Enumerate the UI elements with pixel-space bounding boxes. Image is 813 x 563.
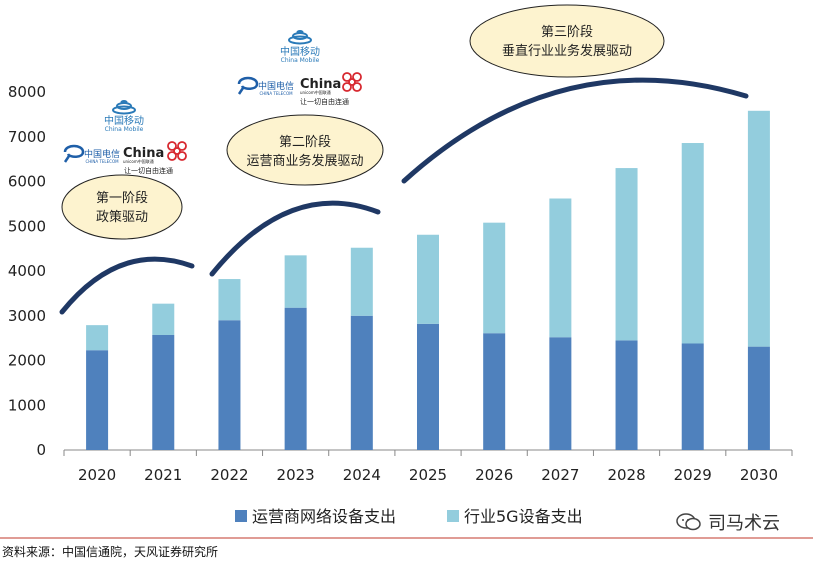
stage3-arc xyxy=(401,77,749,184)
x-tick-label: 2027 xyxy=(541,466,579,484)
y-tick-label: 5000 xyxy=(8,217,46,235)
bar-operator xyxy=(417,323,439,450)
legend-swatch-industry xyxy=(447,510,459,522)
y-tick-label: 2000 xyxy=(8,352,46,370)
operator-logos-stage2: 中国移动 China Mobile 中国电信 CHINA TELECOM Chi… xyxy=(237,26,362,106)
bar-operator xyxy=(483,333,506,450)
china-telecom-en: CHINA TELECOM xyxy=(85,159,119,164)
bar-operator xyxy=(218,320,241,450)
y-tick-label: 0 xyxy=(36,441,46,459)
bar-industry xyxy=(86,325,109,351)
china-mobile-en: China Mobile xyxy=(281,57,320,64)
watermark: 司马术云 xyxy=(676,509,780,535)
bar-operator xyxy=(615,340,638,450)
source-note: 资料来源：中国信通院，天风证券研究所 xyxy=(2,545,219,559)
x-tick-label: 2021 xyxy=(144,466,182,484)
china-telecom-cn: 中国电信 xyxy=(84,148,120,160)
bar-industry xyxy=(284,255,307,308)
china-mobile-en: China Mobile xyxy=(105,126,144,133)
wechat-icon xyxy=(676,513,701,531)
bars xyxy=(86,110,770,450)
stage2-line1: 第二阶段 xyxy=(279,135,331,150)
china-unicom-sub: unicom中国联通 xyxy=(300,89,331,95)
bar-operator xyxy=(152,334,175,450)
x-tick-label: 2029 xyxy=(674,466,712,484)
china-unicom-icon xyxy=(342,72,362,92)
bar-operator xyxy=(747,346,770,450)
y-tick-label: 6000 xyxy=(8,173,46,191)
bar-industry xyxy=(747,110,770,347)
legend-label-operator: 运营商网络设备支出 xyxy=(252,507,396,526)
stage2-line2: 运营商业务发展驱动 xyxy=(246,153,363,169)
china-unicom-en: China xyxy=(123,146,164,161)
y-tick-label: 7000 xyxy=(8,128,46,146)
china-telecom-cn: 中国电信 xyxy=(258,80,294,92)
china-unicom-icon xyxy=(167,141,187,161)
bar-industry xyxy=(152,303,175,335)
legend: 运营商网络设备支出 行业5G设备支出 xyxy=(235,507,583,526)
china-telecom-icon xyxy=(63,144,85,164)
china-mobile-cn: 中国移动 xyxy=(280,45,320,58)
stage3-bubble: 第三阶段 垂直行业业务发展驱动 xyxy=(469,4,665,78)
y-tick-label: 3000 xyxy=(8,307,46,325)
bar-industry xyxy=(549,198,572,338)
china-mobile-cn: 中国移动 xyxy=(104,114,144,127)
x-tick-labels: 2020 2021 2022 2023 2024 2025 2026 2027 2028 2029… xyxy=(78,466,778,484)
china-telecom-icon xyxy=(237,76,259,96)
bar-industry xyxy=(218,279,241,321)
y-tick-label: 8000 xyxy=(8,83,46,101)
x-tick-label: 2020 xyxy=(78,466,116,484)
watermark-text: 司马术云 xyxy=(708,513,780,534)
bar-operator xyxy=(86,350,109,450)
bar-operator xyxy=(549,337,572,450)
y-tick-label: 1000 xyxy=(8,396,46,414)
china-unicom-sub: unicom中国联通 xyxy=(123,158,154,164)
x-tick-label: 2030 xyxy=(740,466,778,484)
bar-operator xyxy=(350,315,373,450)
china-unicom-slogan: 让一切自由连通 xyxy=(300,97,349,106)
legend-label-industry: 行业5G设备支出 xyxy=(464,507,583,526)
bar-industry xyxy=(417,234,439,324)
x-tick-label: 2024 xyxy=(343,466,381,484)
stage1-bubble: 第一阶段 政策驱动 xyxy=(61,174,183,240)
y-tick-labels: 0 1000 2000 3000 4000 5000 6000 7000 8000 xyxy=(8,83,46,459)
china-unicom-slogan: 让一切自由连通 xyxy=(124,166,173,175)
stage3-line1: 第三阶段 xyxy=(541,25,593,40)
x-tick-label: 2028 xyxy=(607,466,645,484)
x-tick-label: 2022 xyxy=(210,466,248,484)
bar-industry xyxy=(681,143,704,344)
operator-logos-stage1: 中国移动 China Mobile 中国电信 CHINA TELECOM Chi… xyxy=(63,96,187,175)
stage1-line2: 政策驱动 xyxy=(96,209,148,225)
china-telecom-en: CHINA TELECOM xyxy=(259,91,293,96)
x-tick-label: 2025 xyxy=(409,466,447,484)
bar-industry xyxy=(483,222,506,334)
bar-industry xyxy=(350,247,373,316)
bar-industry xyxy=(615,168,638,341)
x-tick-label: 2026 xyxy=(475,466,513,484)
stage1-arc xyxy=(59,256,195,315)
stage3-line2: 垂直行业业务发展驱动 xyxy=(502,43,632,59)
y-tick-label: 4000 xyxy=(8,262,46,280)
stage2-arc xyxy=(209,200,381,277)
stage1-line1: 第一阶段 xyxy=(96,191,148,206)
bar-operator xyxy=(681,343,704,450)
axes xyxy=(63,449,793,456)
stage2-bubble: 第二阶段 运营商业务发展驱动 xyxy=(226,114,384,186)
x-tick-label: 2023 xyxy=(277,466,315,484)
bar-operator xyxy=(284,307,307,450)
china-unicom-en: China xyxy=(300,77,341,92)
legend-swatch-operator xyxy=(235,510,247,522)
